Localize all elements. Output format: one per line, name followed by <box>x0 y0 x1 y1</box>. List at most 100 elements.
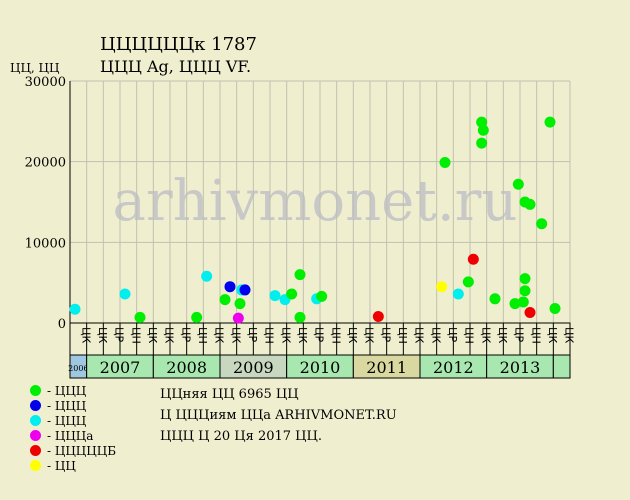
quarter-label: ЦН <box>329 327 342 344</box>
quarter-label: ЦК <box>346 327 359 344</box>
quarter-label: ЦР <box>113 327 126 343</box>
data-point <box>524 198 536 210</box>
y-tick-label: 0 <box>58 317 66 332</box>
data-point <box>286 288 298 300</box>
data-point <box>119 288 131 300</box>
data-point <box>476 137 488 149</box>
y-tick-label: 20000 <box>25 156 66 171</box>
quarter-label: ЦК <box>363 327 376 344</box>
data-point <box>462 276 474 288</box>
legend-dot-icon <box>30 445 41 456</box>
watermark: arhivmonet.ru <box>113 169 518 234</box>
data-point <box>519 273 531 285</box>
data-point <box>134 311 146 323</box>
data-point <box>372 311 384 323</box>
quarter-label: ЦК <box>213 327 226 344</box>
quarter-label: ЦН <box>463 327 476 344</box>
year-label: 2009 <box>233 358 274 377</box>
quarter-label: ЦК <box>96 327 109 344</box>
quarter-label: ЦР <box>513 327 526 343</box>
year-label: 2010 <box>300 358 341 377</box>
quarter-label: ЦК <box>146 327 159 344</box>
legend-item: - ЦЦЦа <box>30 428 116 443</box>
legend-label: - ЦЦЦ <box>47 398 87 413</box>
quarter-label: ЦР <box>246 327 259 343</box>
legend-item: - ЦЦЦ <box>30 398 116 413</box>
quarter-label: ЦК <box>79 327 92 344</box>
data-point <box>294 269 306 281</box>
data-point <box>436 281 448 293</box>
data-point <box>524 307 536 319</box>
quarter-label: ЦК <box>413 327 426 344</box>
data-point <box>452 288 464 300</box>
data-point <box>224 281 236 293</box>
data-point <box>232 312 244 324</box>
legend-item: - ЦЦ <box>30 458 116 473</box>
data-point <box>489 293 501 305</box>
quarter-label: ЦК <box>496 327 509 344</box>
data-point <box>69 303 81 315</box>
data-point <box>544 116 556 128</box>
year-label: 2008 <box>166 358 207 377</box>
chart-subtitle: ЦЦЦ Ag, ЦЦЦ VF. <box>100 57 252 76</box>
data-point <box>201 270 213 282</box>
year-label: 2013 <box>500 358 541 377</box>
year-label: 2012 <box>433 358 474 377</box>
legend-item: - ЦЦЦЦЦБ <box>30 443 116 458</box>
legend-label: - ЦЦЦ <box>47 413 87 428</box>
data-point <box>219 294 231 306</box>
info-block: ЦЦняя ЦЦ 6965 ЦЦ Ц ЦЦЦиям ЦЦа ARHIVMONET… <box>160 384 397 447</box>
legend-label: - ЦЦ <box>47 458 76 473</box>
legend-item: - ЦЦЦ <box>30 413 116 428</box>
quarter-label: ЦН <box>129 327 142 344</box>
data-point <box>509 298 521 310</box>
chart-title: ЦЦЦЦЦЦк 1787 <box>100 34 257 55</box>
quarter-label: ЦК <box>296 327 309 344</box>
quarter-label: ЦН <box>396 327 409 344</box>
quarter-label: ЦК <box>279 327 292 344</box>
legend: - ЦЦЦ - ЦЦЦ - ЦЦЦ - ЦЦЦа - ЦЦЦЦЦБ - ЦЦ <box>30 383 116 473</box>
y-tick-label: 10000 <box>25 236 66 251</box>
quarter-label: ЦН <box>529 327 542 344</box>
y-tick-label: 30000 <box>25 75 66 90</box>
legend-label: - ЦЦЦЦЦБ <box>47 443 117 458</box>
quarter-label: ЦК <box>563 327 576 344</box>
info-average: ЦЦняя ЦЦ 6965 ЦЦ <box>160 387 299 402</box>
data-point <box>294 311 306 323</box>
legend-item: - ЦЦЦ <box>30 383 116 398</box>
quarter-label: ЦК <box>479 327 492 344</box>
year-label: 2006 <box>68 364 88 373</box>
year-label: 2011 <box>366 358 407 377</box>
data-point <box>191 311 203 323</box>
legend-dot-icon <box>30 385 41 396</box>
quarter-label: ЦР <box>379 327 392 343</box>
legend-dot-icon <box>30 415 41 426</box>
legend-label: - ЦЦЦ <box>47 383 87 398</box>
year-label: 2007 <box>100 358 141 377</box>
info-date: ЦЦЦ Ц 20 Ця 2017 ЦЦ. <box>160 429 322 444</box>
data-point <box>316 290 328 302</box>
data-point <box>234 298 246 310</box>
quarter-label: ЦК <box>163 327 176 344</box>
quarter-label: ЦК <box>546 327 559 344</box>
data-point <box>239 284 251 296</box>
quarter-label: ЦР <box>313 327 326 343</box>
legend-dot-icon <box>30 400 41 411</box>
year-band <box>552 354 571 379</box>
quarter-label: ЦР <box>446 327 459 343</box>
quarter-label: ЦК <box>429 327 442 344</box>
data-point <box>536 218 548 230</box>
data-point <box>519 285 531 297</box>
data-point <box>439 156 451 168</box>
info-source: Ц ЦЦЦиям ЦЦа ARHIVMONET.RU <box>160 408 397 423</box>
legend-label: - ЦЦЦа <box>47 428 94 443</box>
data-point <box>269 290 281 302</box>
y-axis-unit: ЦЦ, ЦЦ <box>10 61 60 75</box>
quarter-label: ЦН <box>263 327 276 344</box>
data-point <box>477 124 489 136</box>
quarter-label: ЦН <box>196 327 209 344</box>
data-point <box>517 296 529 308</box>
quarter-label: ЦК <box>229 327 242 344</box>
legend-dot-icon <box>30 460 41 471</box>
